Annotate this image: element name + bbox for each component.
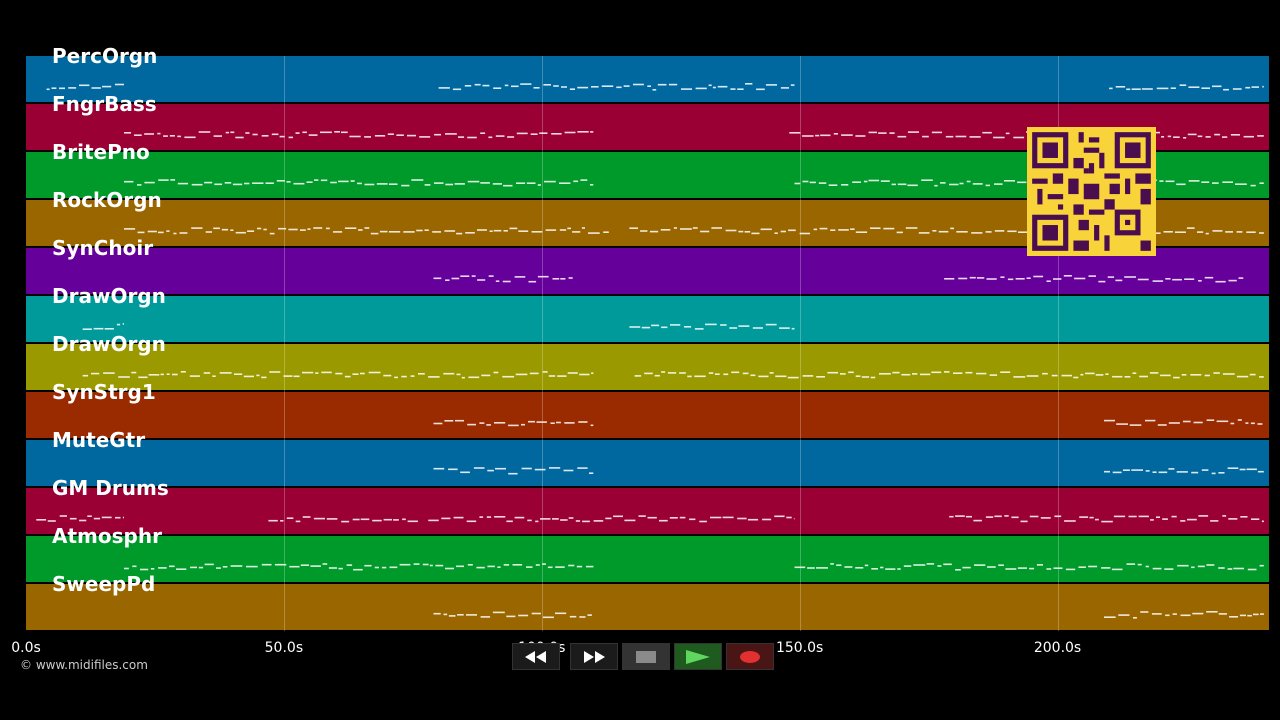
rewind-button[interactable] xyxy=(512,643,560,670)
grid-line xyxy=(1057,56,1059,631)
track-name: DrawOrgn xyxy=(52,284,166,308)
track-name: SynStrg1 xyxy=(52,380,156,404)
track-name: SynChoir xyxy=(52,236,154,260)
track-lane: DrawOrgn xyxy=(26,284,1269,342)
copyright-text: © www.midifiles.com xyxy=(20,658,148,672)
track-lane: SweepPd xyxy=(26,572,1269,630)
piano-roll: PercOrgn FngrBass BritePno RockOrgn SynChoir… xyxy=(26,44,1269,631)
play-icon xyxy=(686,649,710,664)
fast-forward-button[interactable] xyxy=(570,643,618,670)
record-button[interactable] xyxy=(726,643,774,670)
record-icon xyxy=(740,650,760,663)
track-name: SweepPd xyxy=(52,572,156,596)
fast-forward-icon xyxy=(584,650,605,663)
x-tick-label: 200.0s xyxy=(1033,640,1082,656)
track-name: GM Drums xyxy=(52,476,169,500)
track-name: DrawOrgn xyxy=(52,332,166,356)
play-button[interactable] xyxy=(674,643,722,670)
track-lane: GM Drums xyxy=(26,476,1269,534)
track-lane: DrawOrgn xyxy=(26,332,1269,390)
x-tick-label: 150.0s xyxy=(775,640,824,656)
track-lane: MuteGtr xyxy=(26,428,1269,486)
qr-code-icon xyxy=(1027,127,1156,256)
grid-line xyxy=(799,56,801,631)
stop-button[interactable] xyxy=(622,643,670,670)
x-tick-label: 50.0s xyxy=(264,640,304,656)
track-lane: SynStrg1 xyxy=(26,380,1269,438)
rewind-icon xyxy=(525,650,546,663)
track-name: FngrBass xyxy=(52,92,157,116)
grid-line xyxy=(283,56,285,631)
qr-code xyxy=(1027,127,1156,256)
track-lane: PercOrgn xyxy=(26,44,1269,102)
track-name: PercOrgn xyxy=(52,44,158,68)
stop-icon xyxy=(636,650,656,663)
track-lane: Atmosphr xyxy=(26,524,1269,582)
x-tick-label: 0.0s xyxy=(11,640,41,656)
track-name: Atmosphr xyxy=(52,524,162,548)
track-name: BritePno xyxy=(52,140,150,164)
track-name: RockOrgn xyxy=(52,188,162,212)
transport-controls xyxy=(510,643,774,670)
track-name: MuteGtr xyxy=(52,428,146,452)
grid-line xyxy=(541,56,543,631)
